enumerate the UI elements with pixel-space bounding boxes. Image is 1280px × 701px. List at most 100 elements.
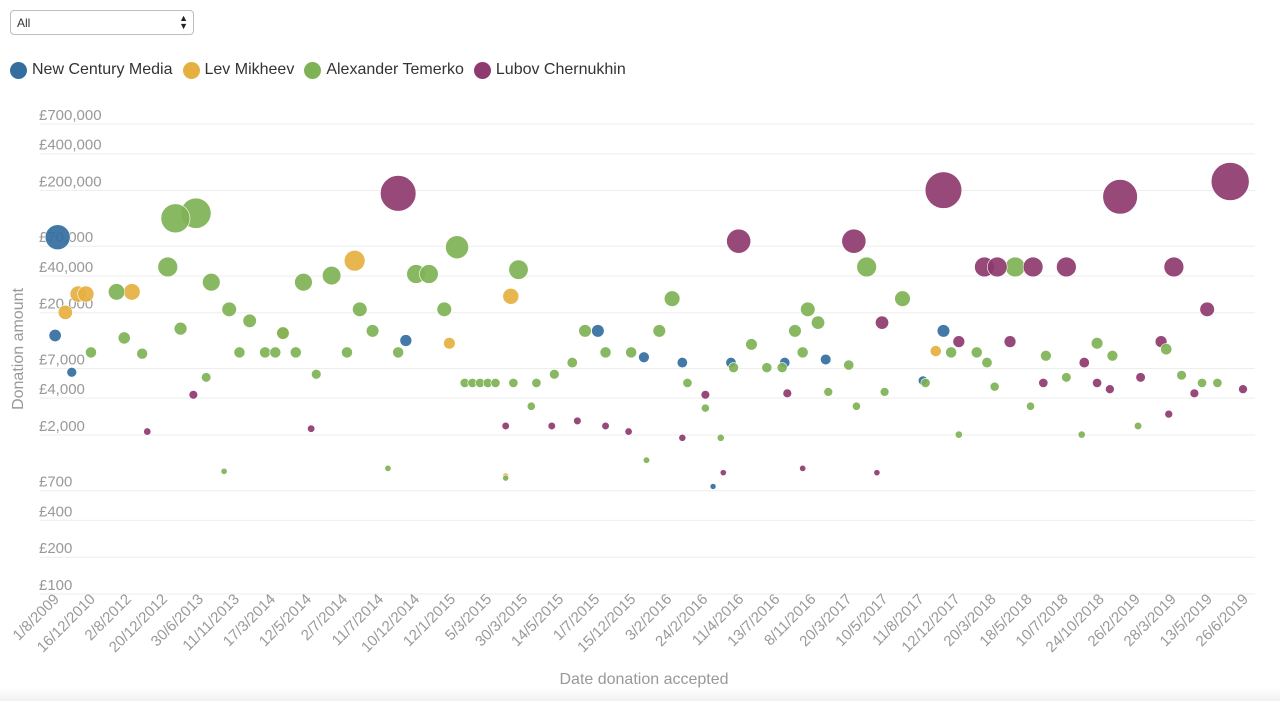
data-point-alexander-temerko[interactable] bbox=[1040, 350, 1052, 362]
data-point-lubov-chernukhin[interactable] bbox=[143, 427, 152, 436]
legend-item-alexander-temerko[interactable]: Alexander Temerko bbox=[304, 61, 464, 79]
data-point-alexander-temerko[interactable] bbox=[392, 346, 405, 359]
data-point-alexander-temerko[interactable] bbox=[823, 387, 834, 397]
data-point-lev-mikheev[interactable] bbox=[502, 288, 520, 305]
data-point-new-century-media[interactable] bbox=[638, 351, 650, 363]
data-point-new-century-media[interactable] bbox=[66, 367, 77, 378]
data-point-lubov-chernukhin[interactable] bbox=[1038, 377, 1049, 388]
data-point-alexander-temerko[interactable] bbox=[311, 369, 322, 380]
data-point-alexander-temerko[interactable] bbox=[269, 346, 282, 359]
data-point-lubov-chernukhin[interactable] bbox=[1189, 388, 1200, 399]
data-point-alexander-temerko[interactable] bbox=[1026, 401, 1035, 411]
data-point-alexander-temerko[interactable] bbox=[811, 315, 826, 330]
data-point-alexander-temerko[interactable] bbox=[1197, 377, 1207, 388]
data-point-lubov-chernukhin[interactable] bbox=[1238, 384, 1248, 394]
data-point-alexander-temerko[interactable] bbox=[289, 346, 302, 359]
data-point-alexander-temerko[interactable] bbox=[945, 346, 957, 359]
data-point-alexander-temerko[interactable] bbox=[1160, 343, 1173, 356]
data-point-alexander-temerko[interactable] bbox=[843, 359, 855, 371]
data-point-lev-mikheev[interactable] bbox=[77, 285, 95, 303]
data-point-lev-mikheev[interactable] bbox=[443, 337, 456, 350]
data-point-alexander-temerko[interactable] bbox=[242, 313, 257, 328]
data-point-lubov-chernukhin[interactable] bbox=[726, 228, 752, 254]
data-point-lev-mikheev[interactable] bbox=[123, 283, 141, 301]
data-point-alexander-temerko[interactable] bbox=[202, 273, 221, 292]
data-point-lubov-chernukhin[interactable] bbox=[1078, 357, 1090, 369]
data-point-alexander-temerko[interactable] bbox=[157, 256, 178, 278]
data-point-lubov-chernukhin[interactable] bbox=[873, 469, 881, 477]
data-point-alexander-temerko[interactable] bbox=[294, 273, 313, 292]
data-point-alexander-temerko[interactable] bbox=[1077, 430, 1086, 439]
data-point-lubov-chernukhin[interactable] bbox=[1102, 179, 1138, 215]
data-point-lubov-chernukhin[interactable] bbox=[799, 464, 807, 472]
data-point-alexander-temerko[interactable] bbox=[954, 430, 963, 439]
data-point-alexander-temerko[interactable] bbox=[981, 357, 993, 369]
data-point-new-century-media[interactable] bbox=[676, 357, 688, 369]
data-point-alexander-temerko[interactable] bbox=[490, 377, 501, 388]
data-point-alexander-temerko[interactable] bbox=[1090, 337, 1104, 350]
legend-item-new-century-media[interactable]: New Century Media bbox=[10, 61, 173, 79]
data-point-new-century-media[interactable] bbox=[48, 329, 62, 342]
data-point-lubov-chernukhin[interactable] bbox=[601, 421, 610, 431]
data-point-lubov-chernukhin[interactable] bbox=[1092, 377, 1103, 388]
data-point-alexander-temerko[interactable] bbox=[508, 259, 529, 280]
data-point-alexander-temerko[interactable] bbox=[117, 331, 131, 345]
data-point-lubov-chernukhin[interactable] bbox=[1056, 256, 1077, 278]
data-point-alexander-temerko[interactable] bbox=[776, 362, 788, 374]
data-point-alexander-temerko[interactable] bbox=[136, 347, 148, 360]
data-point-alexander-temerko[interactable] bbox=[276, 326, 290, 340]
data-point-alexander-temerko[interactable] bbox=[745, 338, 758, 351]
data-point-lev-mikheev[interactable] bbox=[57, 304, 73, 320]
data-point-lubov-chernukhin[interactable] bbox=[1163, 256, 1185, 278]
data-point-lubov-chernukhin[interactable] bbox=[700, 390, 711, 400]
data-point-alexander-temerko[interactable] bbox=[160, 203, 191, 234]
data-point-lubov-chernukhin[interactable] bbox=[1135, 372, 1146, 383]
data-point-lubov-chernukhin[interactable] bbox=[875, 315, 890, 330]
data-point-alexander-temerko[interactable] bbox=[365, 324, 380, 338]
data-point-alexander-temerko[interactable] bbox=[502, 474, 510, 482]
data-point-alexander-temerko[interactable] bbox=[436, 301, 452, 317]
data-point-alexander-temerko[interactable] bbox=[384, 464, 392, 472]
data-point-alexander-temerko[interactable] bbox=[259, 346, 271, 359]
data-point-alexander-temerko[interactable] bbox=[173, 321, 188, 336]
data-point-alexander-temerko[interactable] bbox=[85, 346, 97, 359]
data-point-new-century-media[interactable] bbox=[820, 353, 832, 366]
data-point-alexander-temerko[interactable] bbox=[716, 433, 725, 442]
data-point-alexander-temerko[interactable] bbox=[221, 301, 237, 317]
data-point-alexander-temerko[interactable] bbox=[1106, 350, 1119, 362]
data-point-alexander-temerko[interactable] bbox=[352, 301, 368, 317]
data-point-lubov-chernukhin[interactable] bbox=[547, 421, 556, 431]
data-point-alexander-temerko[interactable] bbox=[445, 235, 469, 260]
data-point-lubov-chernukhin[interactable] bbox=[573, 416, 582, 426]
data-point-lubov-chernukhin[interactable] bbox=[380, 175, 417, 212]
data-point-alexander-temerko[interactable] bbox=[879, 387, 890, 397]
data-point-alexander-temerko[interactable] bbox=[989, 381, 1000, 392]
data-point-lubov-chernukhin[interactable] bbox=[624, 427, 633, 436]
data-point-lubov-chernukhin[interactable] bbox=[782, 388, 793, 399]
data-point-alexander-temerko[interactable] bbox=[341, 346, 353, 359]
data-point-alexander-temerko[interactable] bbox=[652, 324, 666, 338]
data-point-lubov-chernukhin[interactable] bbox=[1164, 409, 1174, 419]
data-point-alexander-temerko[interactable] bbox=[1133, 421, 1143, 431]
data-point-alexander-temerko[interactable] bbox=[970, 346, 983, 359]
data-point-alexander-temerko[interactable] bbox=[856, 256, 877, 278]
data-point-lubov-chernukhin[interactable] bbox=[924, 171, 963, 209]
data-point-lubov-chernukhin[interactable] bbox=[841, 228, 867, 254]
data-point-lubov-chernukhin[interactable] bbox=[719, 469, 727, 477]
data-point-alexander-temerko[interactable] bbox=[728, 362, 739, 374]
data-point-alexander-temerko[interactable] bbox=[682, 377, 693, 388]
data-point-alexander-temerko[interactable] bbox=[508, 377, 519, 388]
data-point-alexander-temerko[interactable] bbox=[526, 401, 536, 411]
legend-item-lev-mikheev[interactable]: Lev Mikheev bbox=[182, 61, 294, 79]
data-point-alexander-temerko[interactable] bbox=[851, 401, 861, 411]
data-point-alexander-temerko[interactable] bbox=[233, 346, 246, 359]
data-point-alexander-temerko[interactable] bbox=[788, 324, 802, 338]
data-point-lubov-chernukhin[interactable] bbox=[501, 421, 510, 431]
data-point-new-century-media[interactable] bbox=[591, 324, 605, 338]
data-point-lubov-chernukhin[interactable] bbox=[307, 424, 316, 433]
data-point-alexander-temerko[interactable] bbox=[220, 467, 228, 475]
data-point-new-century-media[interactable] bbox=[936, 324, 951, 338]
data-point-alexander-temerko[interactable] bbox=[663, 290, 681, 307]
data-point-new-century-media[interactable] bbox=[709, 483, 717, 490]
data-point-alexander-temerko[interactable] bbox=[796, 346, 809, 359]
